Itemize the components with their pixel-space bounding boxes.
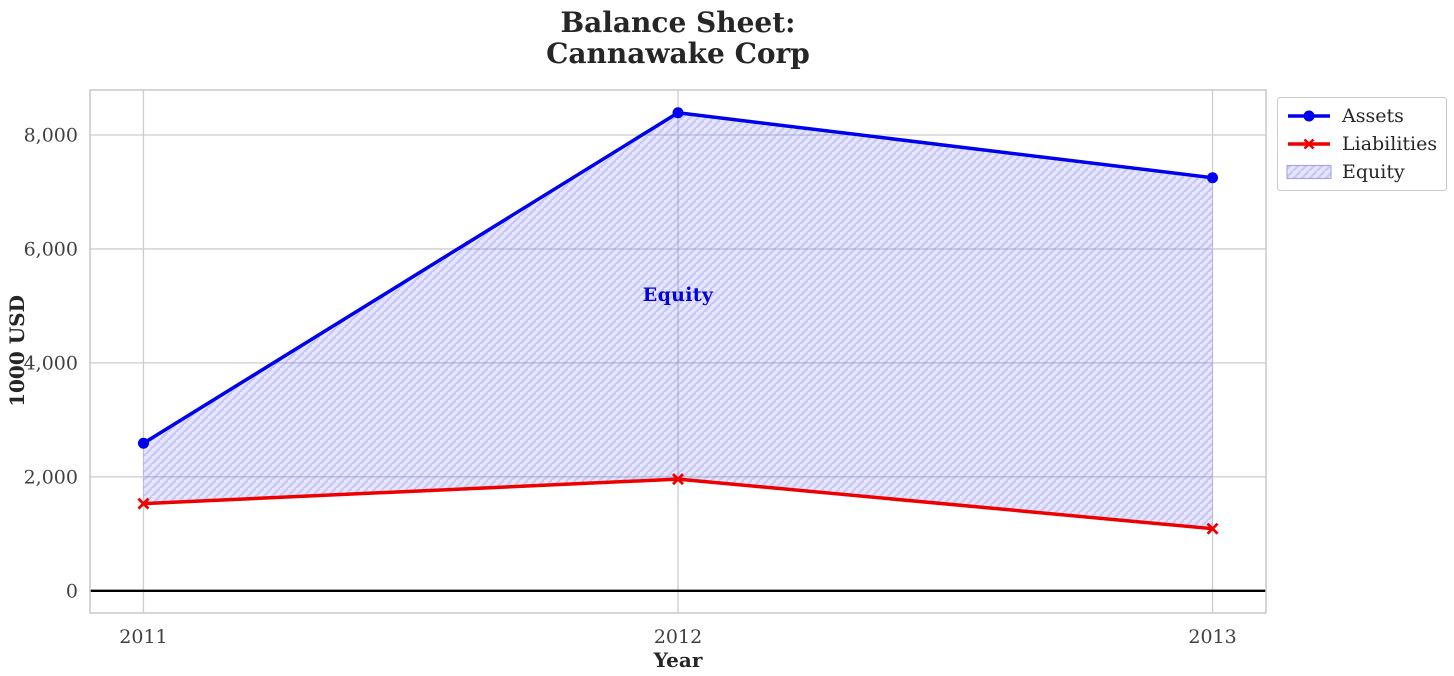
- y-tick-label: 8,000: [24, 125, 78, 147]
- chart-title-line1: Balance Sheet:: [560, 6, 796, 39]
- legend-label-assets: Assets: [1342, 105, 1404, 127]
- tick-labels: 0 2,000 4,000 6,000 8,000 2011 2012 2013: [24, 125, 1237, 648]
- y-tick-label: 2,000: [24, 466, 78, 488]
- x-tick-label: 2011: [119, 626, 167, 648]
- series-lines: [137, 107, 1219, 535]
- assets-point: [1207, 172, 1219, 184]
- legend-item-assets: Assets: [1285, 102, 1442, 130]
- y-tick-label: 6,000: [24, 238, 78, 260]
- liabilities-line-x-icon: [1288, 138, 1330, 150]
- x-tick-label: 2012: [654, 626, 702, 648]
- y-tick-label: 4,000: [24, 352, 78, 374]
- equity-annotation: Equity: [642, 283, 714, 306]
- legend-item-liabilities: Liabilities: [1285, 130, 1442, 158]
- legend: Assets Liabilities Equity: [1277, 97, 1447, 191]
- legend-label-equity: Equity: [1342, 161, 1405, 183]
- chart-title: Balance Sheet: Cannawake Corp: [90, 7, 1266, 69]
- liabilities-point: [672, 473, 684, 486]
- plot-border: [89, 89, 1267, 614]
- equity-fill-area: [143, 112, 1213, 529]
- chart-title-line2: Cannawake Corp: [546, 37, 810, 70]
- x-tick-label: 2013: [1188, 626, 1236, 648]
- y-tick-label: 0: [66, 580, 78, 602]
- equity-hatch-patch-icon: [1286, 164, 1332, 180]
- legend-item-equity: Equity: [1285, 158, 1442, 186]
- liabilities-point: [1206, 522, 1219, 535]
- assets-line-circle-icon: [1288, 110, 1330, 122]
- legend-label-liabilities: Liabilities: [1342, 133, 1438, 155]
- assets-point: [672, 107, 684, 119]
- assets-point: [137, 437, 149, 449]
- liabilities-point: [137, 497, 150, 510]
- x-axis-label: Year: [653, 648, 703, 672]
